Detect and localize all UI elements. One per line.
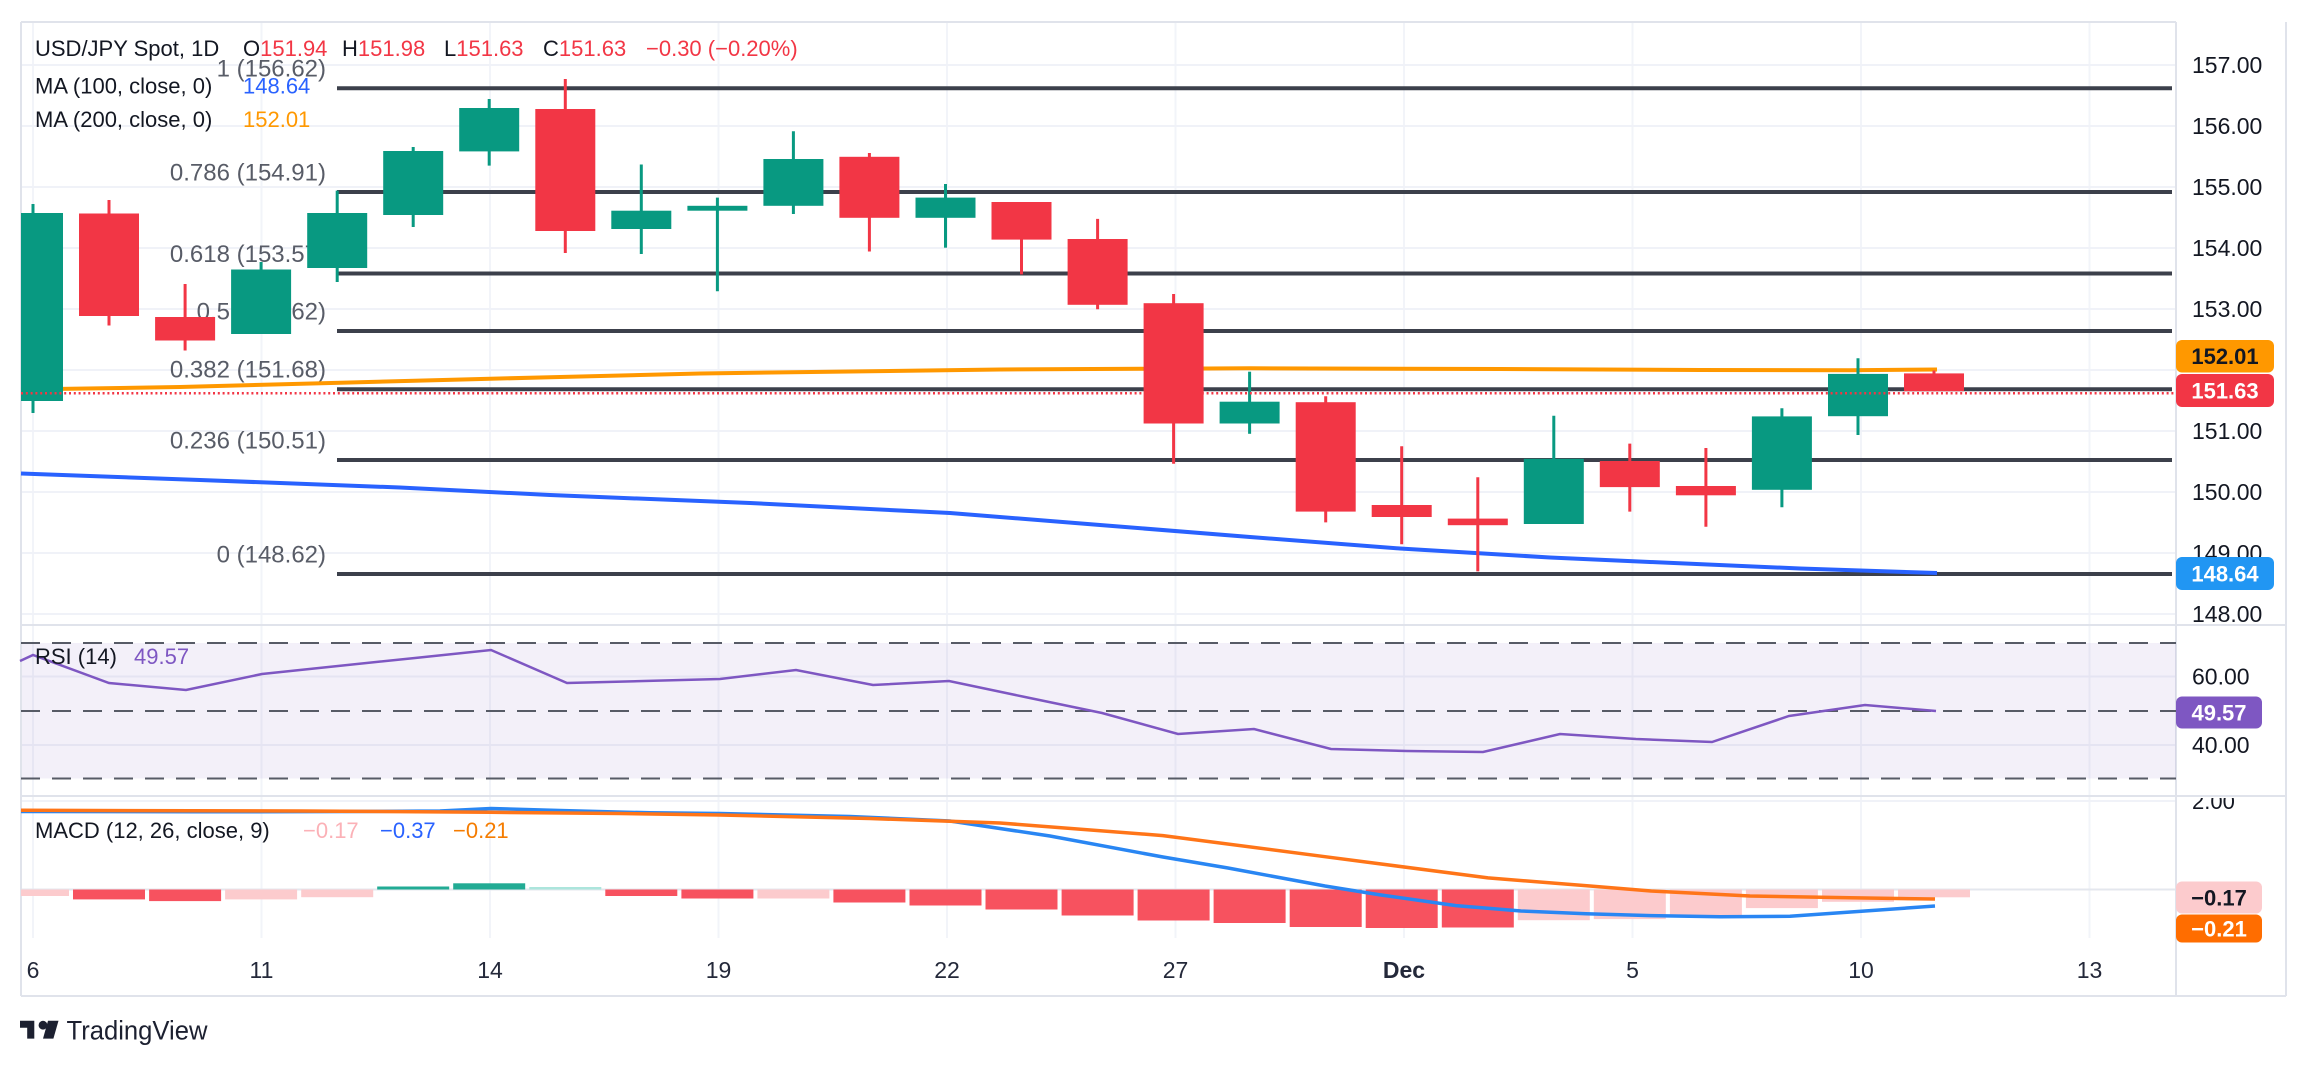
svg-text:148.64: 148.64 <box>2191 562 2259 587</box>
svg-text:152.01: 152.01 <box>2191 344 2258 369</box>
svg-text:60.00: 60.00 <box>2192 664 2250 690</box>
svg-text:TradingView: TradingView <box>67 1016 208 1046</box>
svg-text:RSI (14)49.57: RSI (14) 49.57 <box>35 644 189 669</box>
svg-text:19: 19 <box>706 957 732 983</box>
svg-text:150.00: 150.00 <box>2192 479 2262 505</box>
svg-text:40.00: 40.00 <box>2192 732 2250 758</box>
svg-text:0.236 (150.51): 0.236 (150.51) <box>170 428 326 455</box>
svg-text:0.382 (151.68): 0.382 (151.68) <box>170 357 326 384</box>
svg-text:10: 10 <box>1848 957 1874 983</box>
svg-text:49.57: 49.57 <box>2191 701 2246 726</box>
svg-text:6: 6 <box>27 957 40 983</box>
svg-text:156.00: 156.00 <box>2192 113 2262 139</box>
svg-text:0.618 (153.57): 0.618 (153.57) <box>170 241 326 268</box>
svg-text:22: 22 <box>934 957 960 983</box>
svg-text:13: 13 <box>2077 957 2103 983</box>
svg-text:11: 11 <box>250 957 274 983</box>
svg-text:14: 14 <box>477 957 503 983</box>
svg-text:Dec: Dec <box>1383 957 1425 983</box>
svg-text:151.00: 151.00 <box>2192 418 2262 444</box>
svg-text:−0.21: −0.21 <box>2191 917 2247 942</box>
svg-text:27: 27 <box>1163 957 1189 983</box>
svg-text:0.786 (154.91): 0.786 (154.91) <box>170 160 326 187</box>
svg-text:2.00: 2.00 <box>2192 789 2235 814</box>
svg-text:0 (148.62): 0 (148.62) <box>217 542 326 569</box>
svg-text:MA (200, close, 0)152.01: MA (200, close, 0) 152.01 <box>35 107 310 132</box>
svg-text:148.00: 148.00 <box>2192 601 2262 627</box>
svg-text:−0.17: −0.17 <box>2191 886 2247 911</box>
svg-text:1 (156.62): 1 (156.62) <box>217 56 326 83</box>
svg-text:151.63: 151.63 <box>2191 379 2258 404</box>
svg-text:153.00: 153.00 <box>2192 296 2262 322</box>
svg-text:157.00: 157.00 <box>2192 52 2262 78</box>
svg-text:5: 5 <box>1626 957 1639 983</box>
svg-text:MA (100, close, 0)148.64: MA (100, close, 0) 148.64 <box>35 74 310 99</box>
svg-text:155.00: 155.00 <box>2192 174 2262 200</box>
svg-text:154.00: 154.00 <box>2192 235 2262 261</box>
